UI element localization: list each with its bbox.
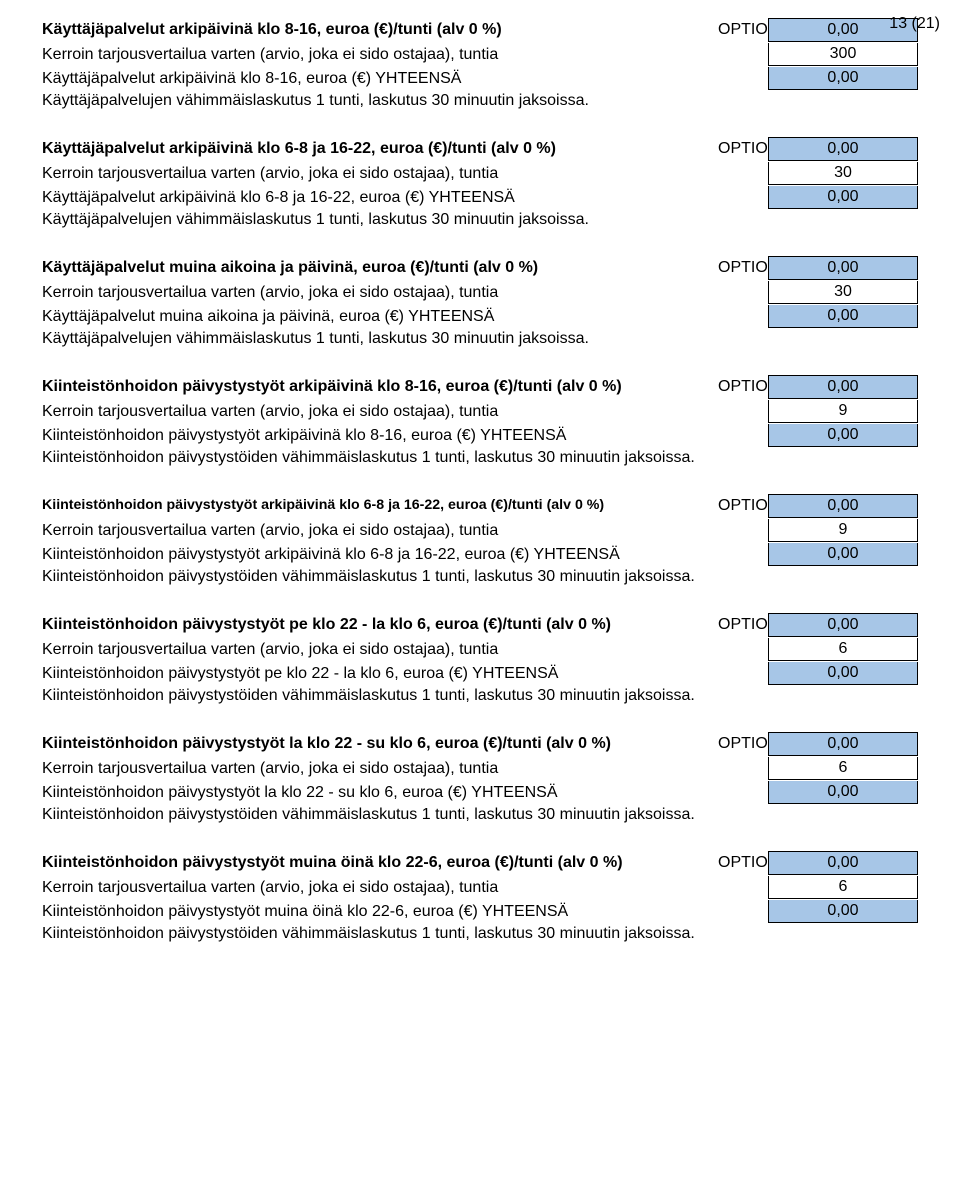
section-row: Kiinteistönhoidon päivystystyöt muina öi… [42, 900, 918, 923]
row-label: Käyttäjäpalvelut arkipäivinä klo 6-8 ja … [42, 188, 718, 208]
optio-label: OPTIO [718, 377, 768, 397]
section-note: Käyttäjäpalvelujen vähimmäislaskutus 1 t… [42, 329, 918, 349]
section-note: Kiinteistönhoidon päivystystöiden vähimm… [42, 805, 918, 825]
value-cell: 6 [768, 638, 918, 661]
row-label: Kerroin tarjousvertailua varten (arvio, … [42, 759, 718, 779]
section-note: Kiinteistönhoidon päivystystöiden vähimm… [42, 686, 918, 706]
value-cell: 0,00 [768, 137, 918, 161]
pricing-section: Käyttäjäpalvelut muina aikoina ja päivin… [42, 256, 918, 349]
section-note: Käyttäjäpalvelujen vähimmäislaskutus 1 t… [42, 91, 918, 111]
value-cell: 0,00 [768, 494, 918, 518]
section-row: Kerroin tarjousvertailua varten (arvio, … [42, 638, 918, 661]
section-row: Käyttäjäpalvelut arkipäivinä klo 6-8 ja … [42, 186, 918, 209]
optio-label: OPTIO [718, 496, 768, 516]
section-title-row: Kiinteistönhoidon päivystystyöt arkipäiv… [42, 375, 918, 399]
section-title: Kiinteistönhoidon päivystystyöt la klo 2… [42, 734, 718, 754]
value-cell: 0,00 [768, 543, 918, 566]
value-cell: 0,00 [768, 662, 918, 685]
section-row: Käyttäjäpalvelut muina aikoina ja päivin… [42, 305, 918, 328]
section-note: Käyttäjäpalvelujen vähimmäislaskutus 1 t… [42, 210, 918, 230]
section-title-row: Käyttäjäpalvelut arkipäivinä klo 8-16, e… [42, 18, 918, 42]
pricing-section: Käyttäjäpalvelut arkipäivinä klo 8-16, e… [42, 18, 918, 111]
section-title: Käyttäjäpalvelut muina aikoina ja päivin… [42, 258, 718, 278]
optio-label: OPTIO [718, 734, 768, 754]
section-note: Kiinteistönhoidon päivystystöiden vähimm… [42, 448, 918, 468]
row-label: Kiinteistönhoidon päivystystyöt arkipäiv… [42, 426, 718, 446]
row-label: Käyttäjäpalvelut arkipäivinä klo 8-16, e… [42, 69, 718, 89]
section-row: Kerroin tarjousvertailua varten (arvio, … [42, 281, 918, 304]
section-note: Kiinteistönhoidon päivystystöiden vähimm… [42, 567, 918, 587]
pricing-section: Kiinteistönhoidon päivystystyöt muina öi… [42, 851, 918, 944]
section-row: Kerroin tarjousvertailua varten (arvio, … [42, 162, 918, 185]
pricing-section: Käyttäjäpalvelut arkipäivinä klo 6-8 ja … [42, 137, 918, 230]
section-row: Kiinteistönhoidon päivystystyöt arkipäiv… [42, 543, 918, 566]
row-label: Kerroin tarjousvertailua varten (arvio, … [42, 640, 718, 660]
section-title: Kiinteistönhoidon päivystystyöt arkipäiv… [42, 497, 718, 515]
row-label: Kiinteistönhoidon päivystystyöt pe klo 2… [42, 664, 718, 684]
section-row: Kiinteistönhoidon päivystystyöt la klo 2… [42, 781, 918, 804]
optio-label: OPTIO [718, 853, 768, 873]
row-label: Käyttäjäpalvelut muina aikoina ja päivin… [42, 307, 718, 327]
value-cell: 0,00 [768, 67, 918, 90]
section-row: Kerroin tarjousvertailua varten (arvio, … [42, 400, 918, 423]
row-label: Kerroin tarjousvertailua varten (arvio, … [42, 402, 718, 422]
row-label: Kerroin tarjousvertailua varten (arvio, … [42, 283, 718, 303]
row-label: Kerroin tarjousvertailua varten (arvio, … [42, 45, 718, 65]
value-cell: 0,00 [768, 900, 918, 923]
document-body: Käyttäjäpalvelut arkipäivinä klo 8-16, e… [42, 18, 918, 944]
value-cell: 0,00 [768, 256, 918, 280]
section-row: Käyttäjäpalvelut arkipäivinä klo 8-16, e… [42, 67, 918, 90]
section-title: Käyttäjäpalvelut arkipäivinä klo 8-16, e… [42, 20, 718, 40]
section-row: Kerroin tarjousvertailua varten (arvio, … [42, 757, 918, 780]
section-title-row: Kiinteistönhoidon päivystystyöt muina öi… [42, 851, 918, 875]
value-cell: 0,00 [768, 186, 918, 209]
section-title: Kiinteistönhoidon päivystystyöt muina öi… [42, 853, 718, 873]
row-label: Kiinteistönhoidon päivystystyöt arkipäiv… [42, 545, 718, 565]
value-cell: 0,00 [768, 851, 918, 875]
row-label: Kerroin tarjousvertailua varten (arvio, … [42, 164, 718, 184]
row-label: Kiinteistönhoidon päivystystyöt muina öi… [42, 902, 718, 922]
optio-label: OPTIO [718, 615, 768, 635]
row-label: Kerroin tarjousvertailua varten (arvio, … [42, 521, 718, 541]
value-cell: 6 [768, 757, 918, 780]
section-title: Käyttäjäpalvelut arkipäivinä klo 6-8 ja … [42, 139, 718, 159]
section-title-row: Käyttäjäpalvelut muina aikoina ja päivin… [42, 256, 918, 280]
section-title-row: Kiinteistönhoidon päivystystyöt arkipäiv… [42, 494, 918, 518]
page-number: 13 (21) [889, 14, 940, 34]
optio-label: OPTIO [718, 20, 768, 40]
section-title-row: Kiinteistönhoidon päivystystyöt la klo 2… [42, 732, 918, 756]
row-label: Kiinteistönhoidon päivystystyöt la klo 2… [42, 783, 718, 803]
value-cell: 0,00 [768, 732, 918, 756]
value-cell: 0,00 [768, 613, 918, 637]
value-cell: 9 [768, 519, 918, 542]
section-title: Kiinteistönhoidon päivystystyöt arkipäiv… [42, 377, 718, 397]
section-title-row: Kiinteistönhoidon päivystystyöt pe klo 2… [42, 613, 918, 637]
value-cell: 9 [768, 400, 918, 423]
optio-label: OPTIO [718, 139, 768, 159]
pricing-section: Kiinteistönhoidon päivystystyöt arkipäiv… [42, 494, 918, 587]
section-row: Kerroin tarjousvertailua varten (arvio, … [42, 43, 918, 66]
value-cell: 0,00 [768, 781, 918, 804]
row-label: Kerroin tarjousvertailua varten (arvio, … [42, 878, 718, 898]
section-row: Kerroin tarjousvertailua varten (arvio, … [42, 876, 918, 899]
pricing-section: Kiinteistönhoidon päivystystyöt pe klo 2… [42, 613, 918, 706]
section-title-row: Käyttäjäpalvelut arkipäivinä klo 6-8 ja … [42, 137, 918, 161]
value-cell: 30 [768, 162, 918, 185]
value-cell: 0,00 [768, 375, 918, 399]
pricing-section: Kiinteistönhoidon päivystystyöt arkipäiv… [42, 375, 918, 468]
value-cell: 6 [768, 876, 918, 899]
value-cell: 0,00 [768, 424, 918, 447]
section-row: Kiinteistönhoidon päivystystyöt pe klo 2… [42, 662, 918, 685]
section-note: Kiinteistönhoidon päivystystöiden vähimm… [42, 924, 918, 944]
section-row: Kiinteistönhoidon päivystystyöt arkipäiv… [42, 424, 918, 447]
section-title: Kiinteistönhoidon päivystystyöt pe klo 2… [42, 615, 718, 635]
value-cell: 300 [768, 43, 918, 66]
value-cell: 0,00 [768, 305, 918, 328]
pricing-section: Kiinteistönhoidon päivystystyöt la klo 2… [42, 732, 918, 825]
optio-label: OPTIO [718, 258, 768, 278]
section-row: Kerroin tarjousvertailua varten (arvio, … [42, 519, 918, 542]
value-cell: 30 [768, 281, 918, 304]
